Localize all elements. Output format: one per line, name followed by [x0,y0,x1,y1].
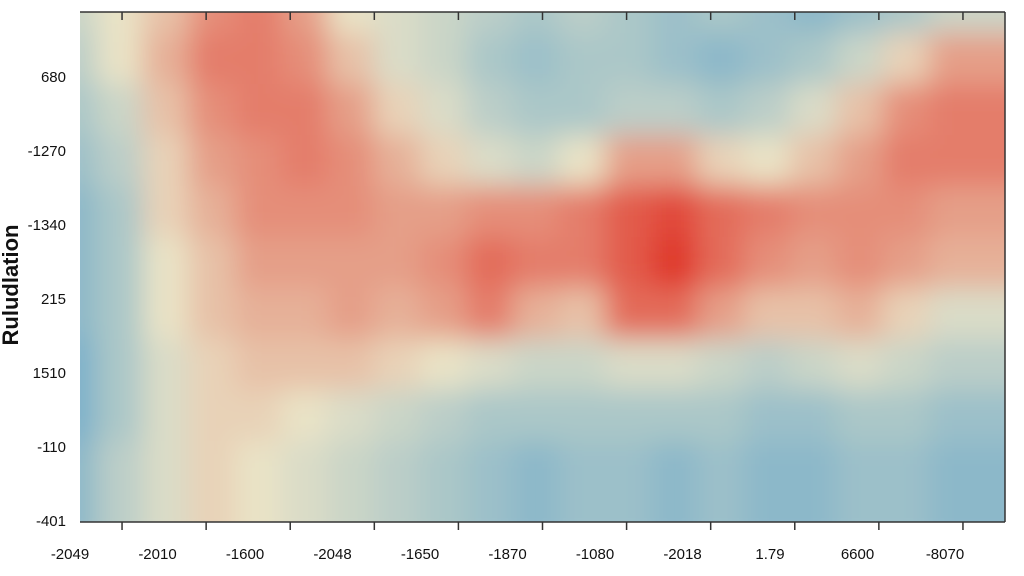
y-tick-label: -110 [37,439,66,456]
y-tick-label: -401 [36,513,66,530]
y-tick-label: 1510 [33,365,66,382]
x-tick-label: -1650 [401,546,439,563]
x-tick-label: -1080 [576,546,614,563]
x-tick-label: -2018 [663,546,701,563]
y-axis-label: Ruludlation [0,225,23,346]
y-tick-label: -1340 [28,217,66,234]
x-tick-label: -1600 [226,546,264,563]
heatmap-cells [80,12,1005,522]
x-tick-label: -8070 [926,546,964,563]
y-tick-label: 215 [41,291,66,308]
heatmap-cell [928,441,1005,522]
x-tick-label: -1870 [488,546,526,563]
x-tick-label: 1.79 [755,546,784,563]
x-tick-label: 6600 [841,546,874,563]
x-tick-label: -2010 [138,546,176,563]
y-tick-label: 680 [41,69,66,86]
x-tick-label: -2048 [313,546,351,563]
y-tick-label: -1270 [28,143,66,160]
x-tick-label: -2049 [51,546,89,563]
